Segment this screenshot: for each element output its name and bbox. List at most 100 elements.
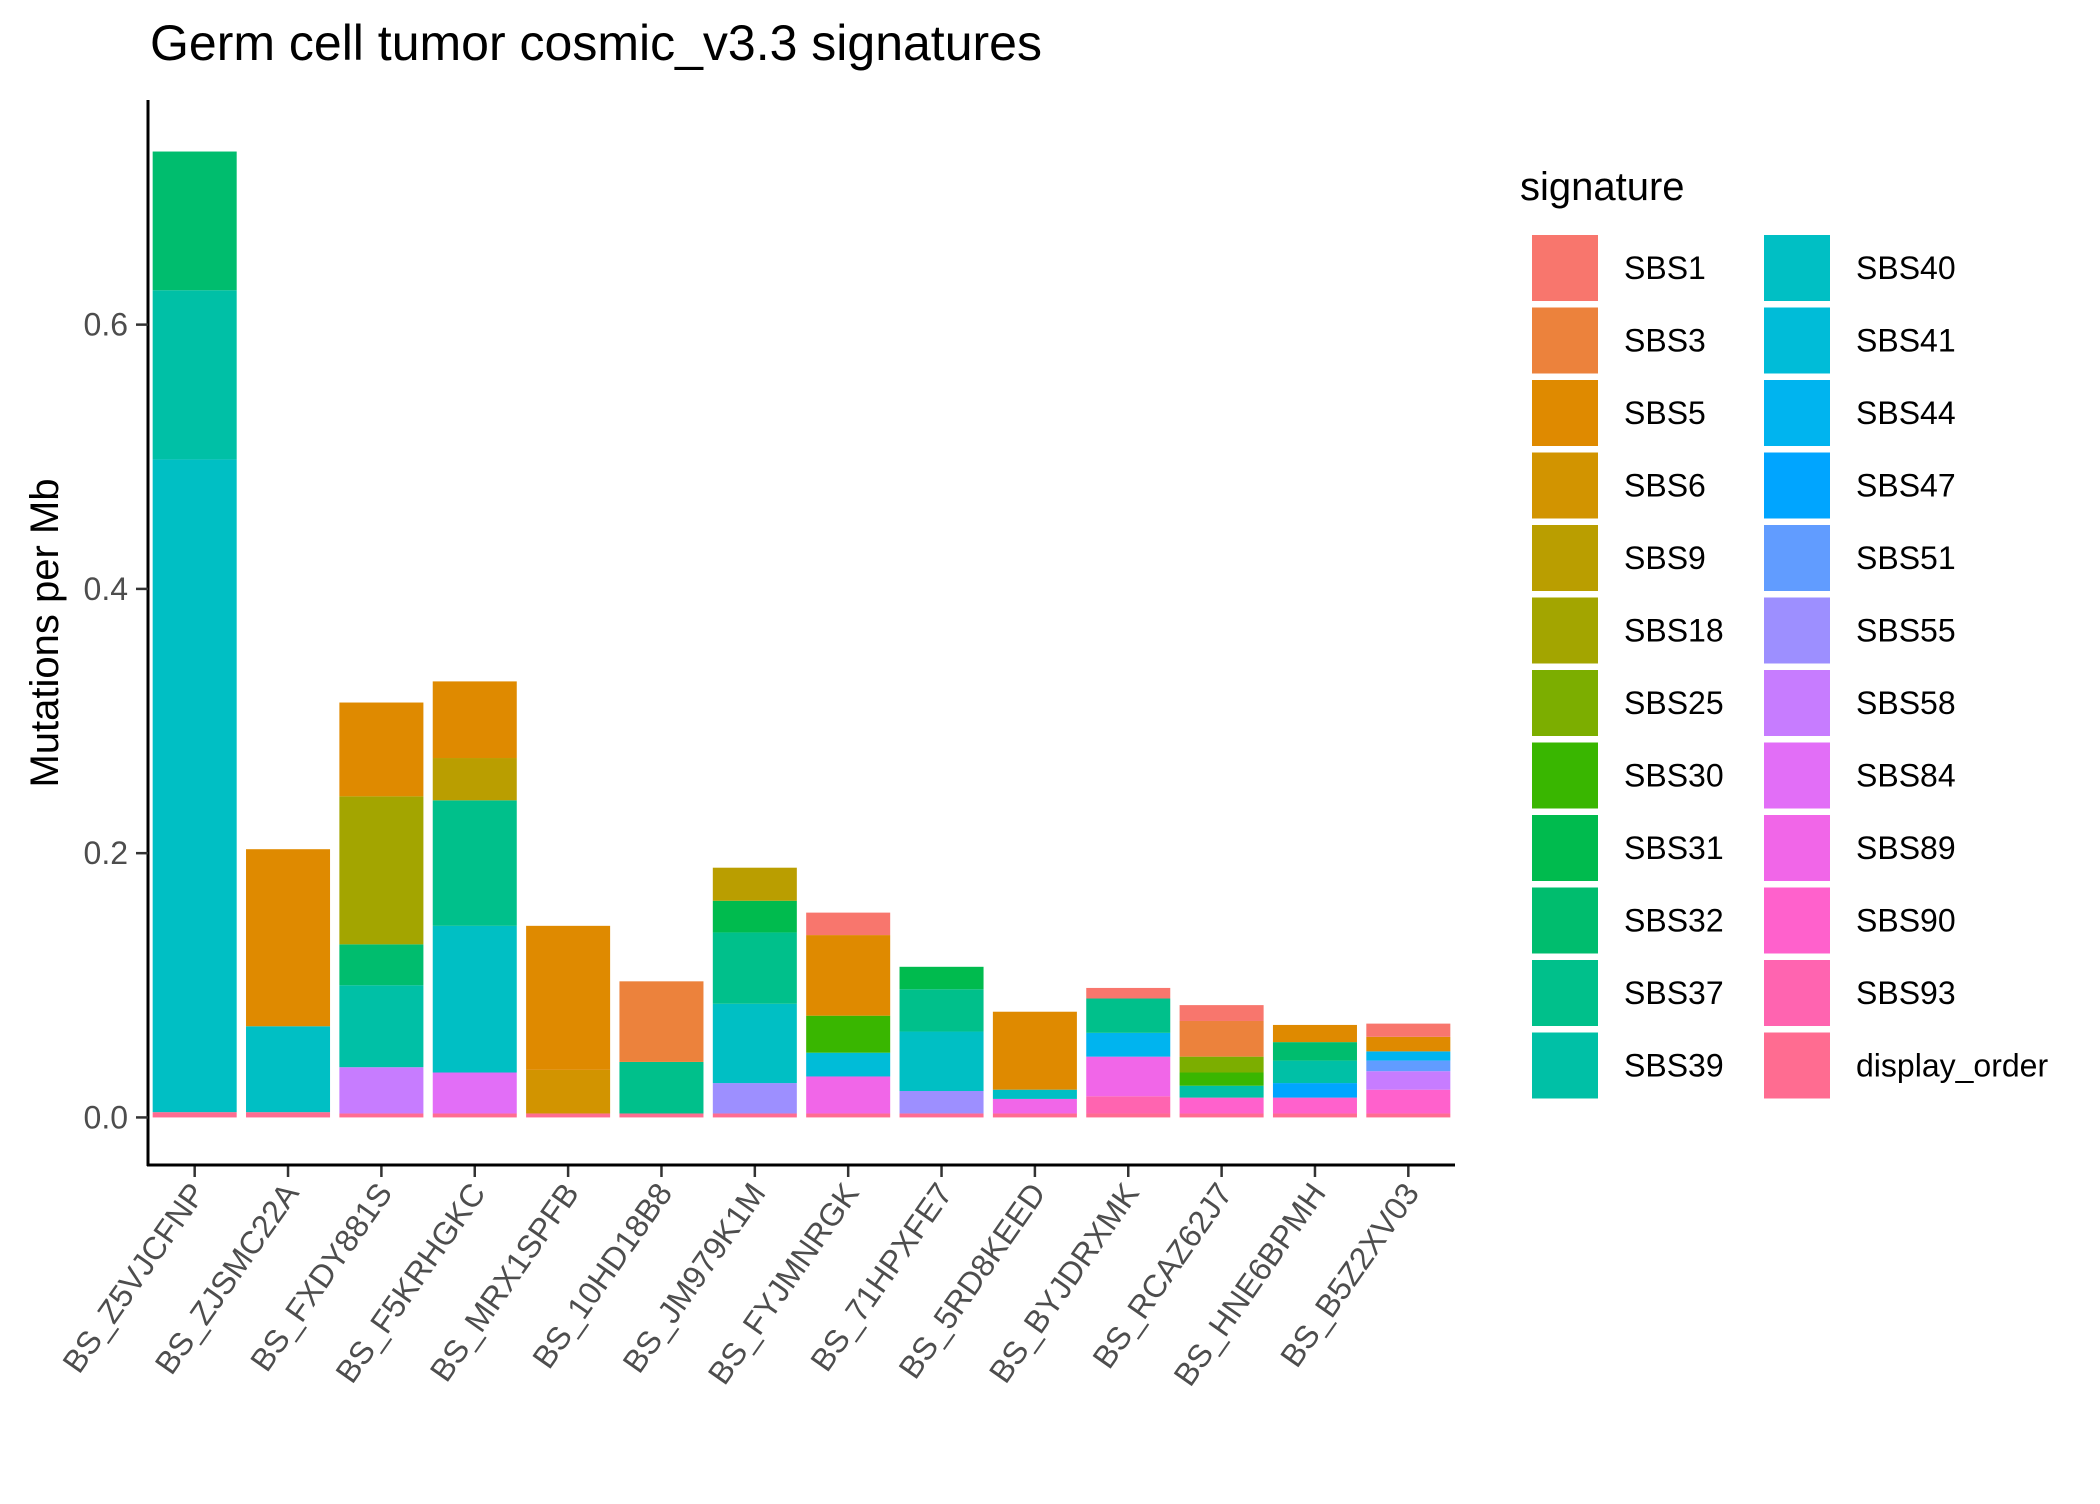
bar-segment-sbs3-bs-10hd18b8: [619, 981, 704, 1062]
legend-key-sbs51: [1764, 525, 1830, 591]
legend-key-sbs31: [1532, 815, 1598, 881]
bar-segment-sbs5-bs-fyjmnrgk: [806, 935, 891, 1016]
legend-key-sbs90: [1764, 887, 1830, 954]
bar-segment-sbs39-bs-rcaz62j7: [1179, 1085, 1264, 1098]
bar-segment-sbs39-bs-z5vjcfnp: [152, 290, 237, 460]
bar-segment-display-order-bs-fxdy881s: [339, 1113, 424, 1118]
legend-key-sbs41: [1764, 307, 1830, 374]
legend-label-display-order: display_order: [1856, 1048, 2048, 1084]
bar-segment-sbs5-bs-fxdy881s: [339, 702, 424, 797]
bar-segment-display-order-bs-71hpxfe7: [899, 1113, 984, 1118]
bar-segment-sbs44-bs-byjdrxmk: [1086, 1032, 1171, 1057]
y-tick-label: 0.0: [84, 1099, 128, 1135]
legend-label-sbs3: SBS3: [1624, 323, 1706, 359]
bar-segment-sbs40-bs-71hpxfe7: [899, 1031, 984, 1091]
legend-label-sbs9: SBS9: [1624, 540, 1706, 576]
bar-segment-sbs37-bs-10hd18b8: [619, 1061, 704, 1114]
bar-segment-sbs40-bs-f5krhgkc: [432, 925, 517, 1073]
legend-key-sbs93: [1764, 960, 1830, 1026]
bar-segment-display-order-bs-mrx1spfb: [526, 1113, 611, 1118]
bar-segment-sbs5-bs-hne6bpmh: [1272, 1024, 1357, 1043]
legend-label-sbs44: SBS44: [1856, 395, 1956, 431]
bar-segment-sbs32-bs-hne6bpmh: [1272, 1042, 1357, 1061]
legend-label-sbs39: SBS39: [1624, 1048, 1724, 1084]
legend: signature SBS1 SBS3 SBS5 SBS6 SBS9 SBS18 SBS25…: [1520, 165, 2048, 1099]
bar-segment-sbs5-bs-b5z2xv03: [1366, 1036, 1451, 1052]
bar-segment-sbs37-bs-byjdrxmk: [1086, 998, 1171, 1033]
bar-segment-sbs1-bs-byjdrxmk: [1086, 987, 1171, 999]
legend-key-sbs1: [1532, 235, 1598, 301]
bar-segment-display-order-bs-5rd8keed: [992, 1113, 1077, 1118]
legend-key-sbs6: [1532, 452, 1598, 519]
bar-segment-sbs9-bs-f5krhgkc: [432, 758, 517, 801]
bar-segment-sbs55-bs-71hpxfe7: [899, 1091, 984, 1114]
legend-label-sbs32: SBS32: [1624, 903, 1724, 939]
legend-key-display-order: [1764, 1032, 1830, 1099]
legend-label-sbs6: SBS6: [1624, 468, 1706, 504]
bar-segment-sbs5-bs-mrx1spfb: [526, 925, 611, 1070]
bar-segment-sbs37-bs-f5krhgkc: [432, 800, 517, 926]
legend-key-sbs39: [1532, 1032, 1598, 1099]
bar-segment-display-order-bs-10hd18b8: [619, 1113, 704, 1118]
legend-key-sbs40: [1764, 235, 1830, 301]
legend-label-sbs51: SBS51: [1856, 540, 1956, 576]
bar-segment-display-order-bs-byjdrxmk: [1086, 1113, 1171, 1118]
legend-label-sbs18: SBS18: [1624, 613, 1724, 649]
bar-segment-sbs5-bs-f5krhgkc: [432, 681, 517, 759]
legend-label-sbs89: SBS89: [1856, 830, 1956, 866]
legend-key-sbs30: [1532, 742, 1598, 809]
bar-segment-sbs44-bs-b5z2xv03: [1366, 1051, 1451, 1061]
bar-segment-sbs51-bs-b5z2xv03: [1366, 1060, 1451, 1072]
bar-segment-sbs32-bs-fxdy881s: [339, 944, 424, 986]
bar-segment-sbs9-bs-jm979k1m: [712, 867, 797, 901]
bar-segment-sbs93-bs-byjdrxmk: [1086, 1096, 1171, 1114]
bar-segment-sbs84-bs-f5krhgkc: [432, 1072, 517, 1114]
bar-segment-sbs40-bs-jm979k1m: [712, 1003, 797, 1084]
bar-segment-sbs3-bs-rcaz62j7: [1179, 1020, 1264, 1057]
legend-label-sbs25: SBS25: [1624, 685, 1724, 721]
legend-key-sbs55: [1764, 597, 1830, 664]
bar-segment-sbs40-bs-5rd8keed: [992, 1089, 1077, 1099]
bar-segment-display-order-bs-hne6bpmh: [1272, 1113, 1357, 1118]
bar-segment-sbs32-bs-z5vjcfnp: [152, 151, 237, 291]
legend-label-sbs90: SBS90: [1856, 903, 1956, 939]
legend-label-sbs55: SBS55: [1856, 613, 1956, 649]
bar-segment-sbs6-bs-mrx1spfb: [526, 1069, 611, 1114]
bar-segment-sbs89-bs-fyjmnrgk: [806, 1076, 891, 1114]
bar-segment-sbs1-bs-fyjmnrgk: [806, 912, 891, 936]
bar-segment-sbs41-bs-fyjmnrgk: [806, 1052, 891, 1077]
bar-segment-sbs1-bs-rcaz62j7: [1179, 1005, 1264, 1021]
bar-segment-display-order-bs-jm979k1m: [712, 1113, 797, 1118]
legend-key-sbs25: [1532, 670, 1598, 736]
legend-label-sbs30: SBS30: [1624, 758, 1724, 794]
bar-segment-sbs58-bs-b5z2xv03: [1366, 1071, 1451, 1090]
bar-segment-sbs40-bs-z5vjcfnp: [152, 459, 237, 1113]
bar-segment-sbs39-bs-fxdy881s: [339, 985, 424, 1068]
y-tick-label: 0.2: [84, 835, 128, 871]
bar-segment-sbs37-bs-jm979k1m: [712, 932, 797, 1004]
legend-label-sbs37: SBS37: [1624, 975, 1724, 1011]
legend-key-sbs47: [1764, 452, 1830, 519]
legend-label-sbs58: SBS58: [1856, 685, 1956, 721]
bar-segment-display-order-bs-z5vjcfnp: [152, 1112, 237, 1118]
bar-segment-display-order-bs-rcaz62j7: [1179, 1113, 1264, 1118]
chart-title: Germ cell tumor cosmic_v3.3 signatures: [150, 15, 1042, 71]
legend-label-sbs47: SBS47: [1856, 468, 1956, 504]
bar-segment-sbs30-bs-rcaz62j7: [1179, 1072, 1264, 1086]
legend-key-sbs84: [1764, 742, 1830, 809]
legend-label-sbs40: SBS40: [1856, 250, 1956, 286]
legend-key-sbs89: [1764, 815, 1830, 881]
legend-key-sbs32: [1532, 887, 1598, 954]
legend-label-sbs5: SBS5: [1624, 395, 1706, 431]
bar-segment-sbs58-bs-fxdy881s: [339, 1067, 424, 1114]
bar-segment-sbs89-bs-5rd8keed: [992, 1098, 1077, 1114]
legend-key-sbs5: [1532, 380, 1598, 446]
bars-group: [152, 151, 1451, 1118]
bar-segment-sbs47-bs-hne6bpmh: [1272, 1083, 1357, 1098]
bar-segment-sbs30-bs-fyjmnrgk: [806, 1015, 891, 1053]
bar-segment-display-order-bs-zjsmc22a: [246, 1112, 331, 1118]
legend-label-sbs93: SBS93: [1856, 975, 1956, 1011]
axes-group: BS_Z5VJCFNPBS_ZJSMC22ABS_FXDY881SBS_F5KR…: [55, 100, 1455, 1392]
legend-key-sbs58: [1764, 670, 1830, 736]
